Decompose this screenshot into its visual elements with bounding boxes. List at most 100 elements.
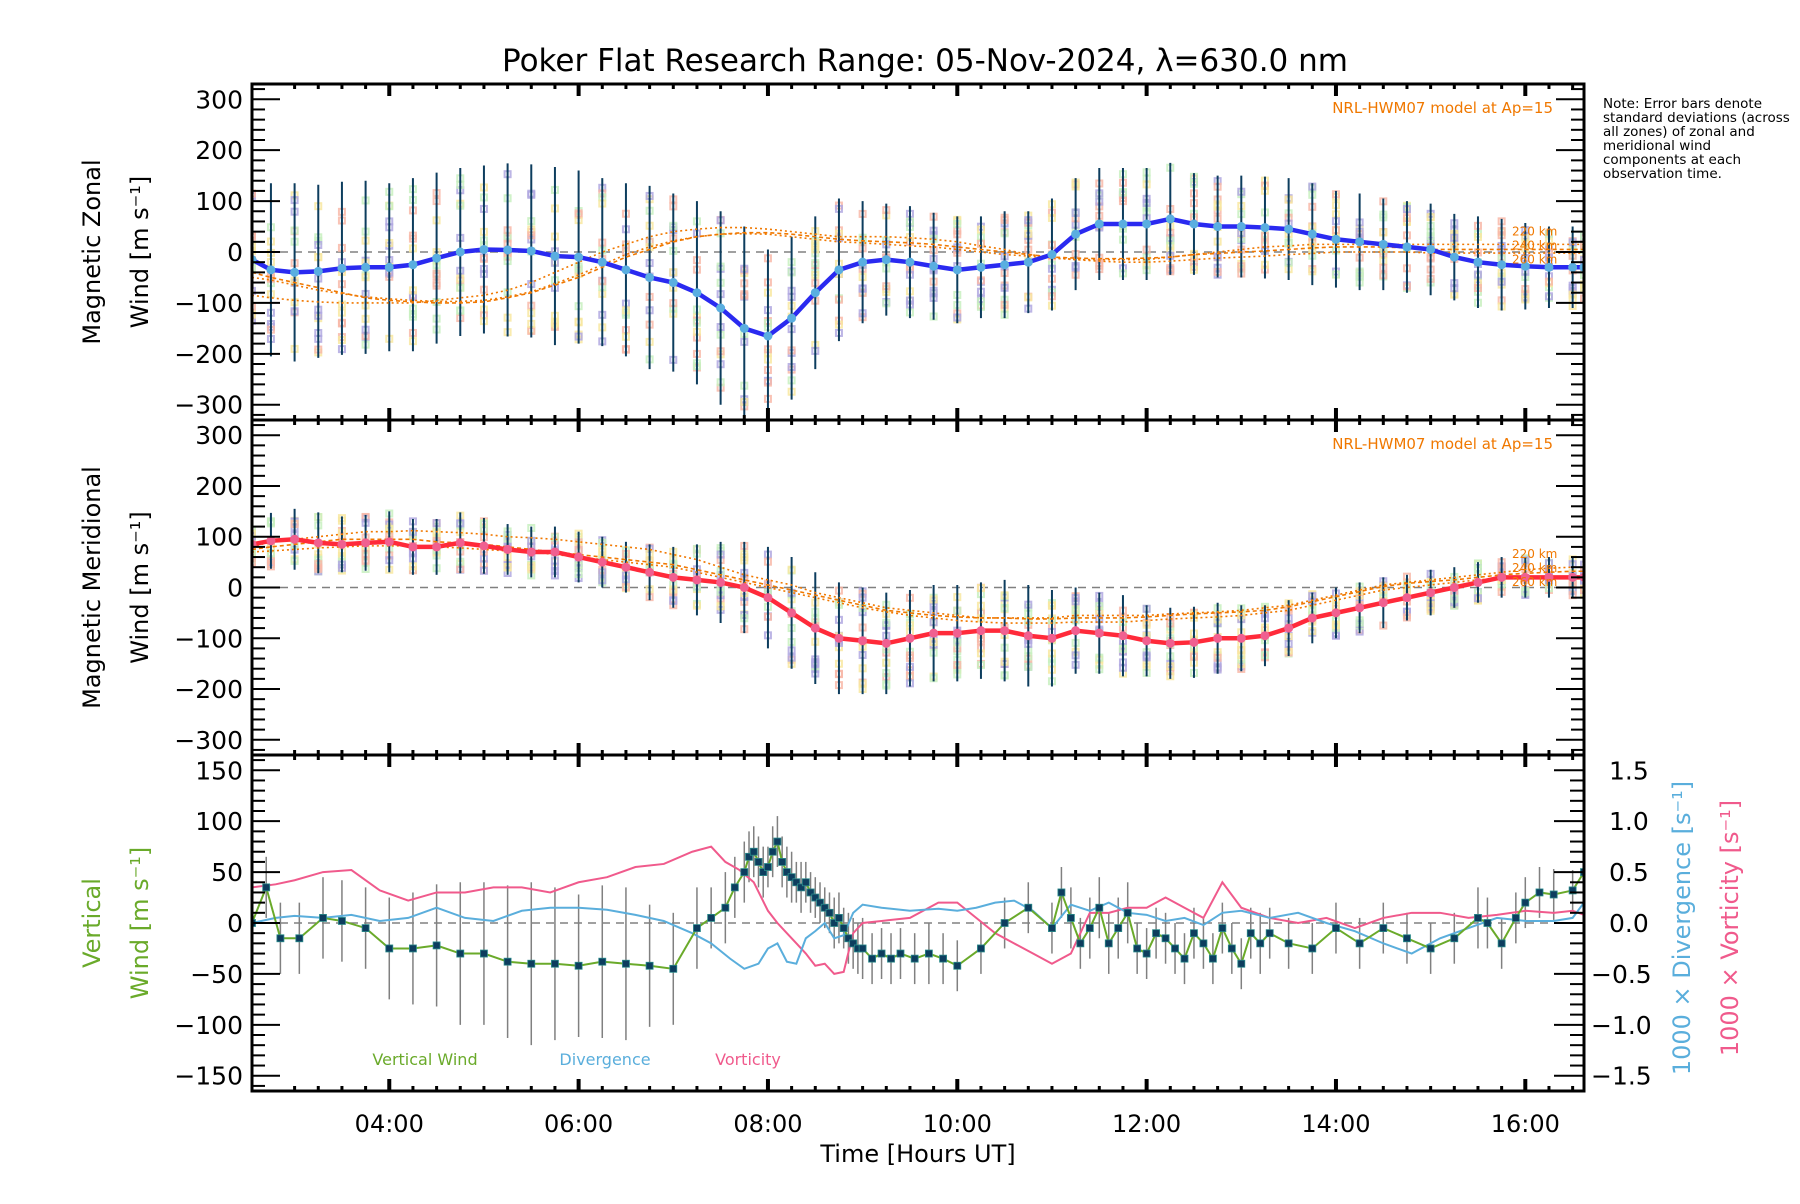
vertical-wind-point xyxy=(1568,886,1577,895)
vertical-wind-point xyxy=(1199,939,1208,948)
zone-point xyxy=(252,316,256,325)
vertical-wind-point xyxy=(787,873,796,882)
mean-wind-point xyxy=(550,547,560,557)
vertical-wind-point xyxy=(693,924,701,932)
mean-wind-point xyxy=(1284,623,1294,633)
vertical-wind-point xyxy=(1355,939,1364,948)
vertical-wind-point xyxy=(773,837,782,846)
vertical-wind-point xyxy=(432,941,441,950)
panel-vertical: Vertical Wind Divergence Vorticity −1.5 −1.0… xyxy=(78,753,1744,1093)
vertical-wind-point xyxy=(868,954,876,963)
mean-wind-point xyxy=(290,267,300,277)
vertical-wind-point xyxy=(527,959,536,968)
left-tick-label: −100 xyxy=(174,1011,243,1040)
vertical-wind-point xyxy=(1474,914,1482,922)
mean-wind-point xyxy=(1449,583,1459,592)
zone-point xyxy=(1580,255,1584,264)
vertical-wind-point xyxy=(730,883,739,892)
mean-wind-point xyxy=(881,255,891,265)
mean-wind-point xyxy=(787,608,797,618)
zone-point xyxy=(252,302,256,311)
vertical-wind-point xyxy=(1521,898,1530,907)
mean-wind-point xyxy=(408,260,418,270)
x-axis-label: Time [Hours UT] xyxy=(819,1140,1015,1168)
model-altitude-label: 240 km xyxy=(1512,561,1557,575)
model-label: NRL-HWM07 model at Ap=15 xyxy=(1332,99,1553,117)
vertical-wind-point xyxy=(721,903,730,912)
vertical-wind-point xyxy=(1246,929,1255,938)
vertical-wind-point xyxy=(622,959,630,968)
left-tick-label: 0 xyxy=(227,909,243,938)
mean-wind-point xyxy=(384,537,394,547)
mean-wind-point xyxy=(834,633,844,643)
left-tick-label: 200 xyxy=(195,472,243,501)
vertical-wind-point xyxy=(939,954,947,963)
mean-wind-point xyxy=(1118,631,1128,641)
vertical-wind-point xyxy=(1180,954,1189,963)
mean-wind-point xyxy=(1047,633,1057,643)
zone-point xyxy=(252,529,256,538)
vertical-wind-point xyxy=(1152,929,1160,938)
mean-wind-point xyxy=(1378,598,1388,608)
vertical-wind-point xyxy=(806,888,815,897)
vertical-wind-point xyxy=(924,949,933,958)
vertical-wind-point xyxy=(896,949,905,958)
vertical-wind-point xyxy=(1332,924,1340,932)
mean-wind-point xyxy=(1544,262,1554,272)
vertical-wind-point xyxy=(1066,914,1075,922)
mean-wind-point xyxy=(1000,626,1010,636)
mean-wind-point xyxy=(479,541,489,551)
mean-wind-point xyxy=(313,266,323,276)
vertical-wind-point xyxy=(1308,944,1317,953)
mean-wind-point xyxy=(1355,603,1365,613)
model-label: NRL-HWM07 model at Ap=15 xyxy=(1332,435,1553,453)
mean-wind-point xyxy=(526,246,536,256)
mean-wind-point xyxy=(692,575,702,585)
vertical-wind-point xyxy=(1048,924,1056,932)
y-axis-label-line1: Magnetic Zonal xyxy=(78,159,106,344)
mean-wind-point xyxy=(384,262,394,272)
mean-wind-point xyxy=(976,262,986,272)
y-axis-label-line1: Magnetic Meridional xyxy=(78,466,106,709)
vertical-wind-point xyxy=(598,957,607,966)
model-altitude-label: 260 km xyxy=(1512,252,1557,266)
mean-wind-point xyxy=(1236,633,1246,643)
mean-wind-point xyxy=(621,265,631,275)
vertical-wind-point xyxy=(1161,934,1170,943)
vertical-wind-point xyxy=(749,847,758,856)
vertical-wind-point xyxy=(797,883,805,892)
model-line-240-km xyxy=(252,231,1584,304)
mean-wind-point xyxy=(645,272,655,282)
chart-title: Poker Flat Research Range: 05-Nov-2024, … xyxy=(502,43,1348,79)
mean-wind-point xyxy=(550,251,560,261)
mean-wind-point xyxy=(1473,257,1483,267)
left-tick-label: −200 xyxy=(174,340,243,369)
vertical-wind-point xyxy=(385,944,394,953)
vertical-wind-point xyxy=(574,961,583,970)
vertical-wind-point xyxy=(811,893,820,902)
mean-wind-line xyxy=(252,537,1584,646)
mean-wind-point xyxy=(455,247,465,257)
mean-wind-point xyxy=(692,288,702,298)
vertical-wind-point xyxy=(1218,924,1227,932)
vertical-wind-point xyxy=(877,949,886,958)
vertical-wind-point xyxy=(1024,903,1033,912)
left-tick-label: 0 xyxy=(227,238,243,267)
vertical-wind-point xyxy=(1237,959,1246,968)
mean-wind-point xyxy=(1307,229,1317,239)
mean-wind-point xyxy=(1402,593,1412,603)
zone-point xyxy=(1580,240,1584,249)
mean-wind-point xyxy=(1047,250,1057,260)
vertical-wind-point xyxy=(319,914,327,922)
mean-wind-point xyxy=(763,331,773,341)
vertical-wind-point xyxy=(456,949,465,958)
vertical-wind-point xyxy=(551,959,559,968)
vertical-wind-point xyxy=(409,944,417,953)
right-axis: −1.5 −1.0 −0.5 0.0 0.5 1.0 1.5 xyxy=(1554,756,1652,1091)
vertical-wind-point xyxy=(830,919,839,927)
mean-wind-point xyxy=(1094,628,1104,638)
x-tick-label: 14:00 xyxy=(1301,1110,1370,1138)
mean-wind-point xyxy=(1189,219,1199,229)
mean-wind-point xyxy=(739,583,749,592)
